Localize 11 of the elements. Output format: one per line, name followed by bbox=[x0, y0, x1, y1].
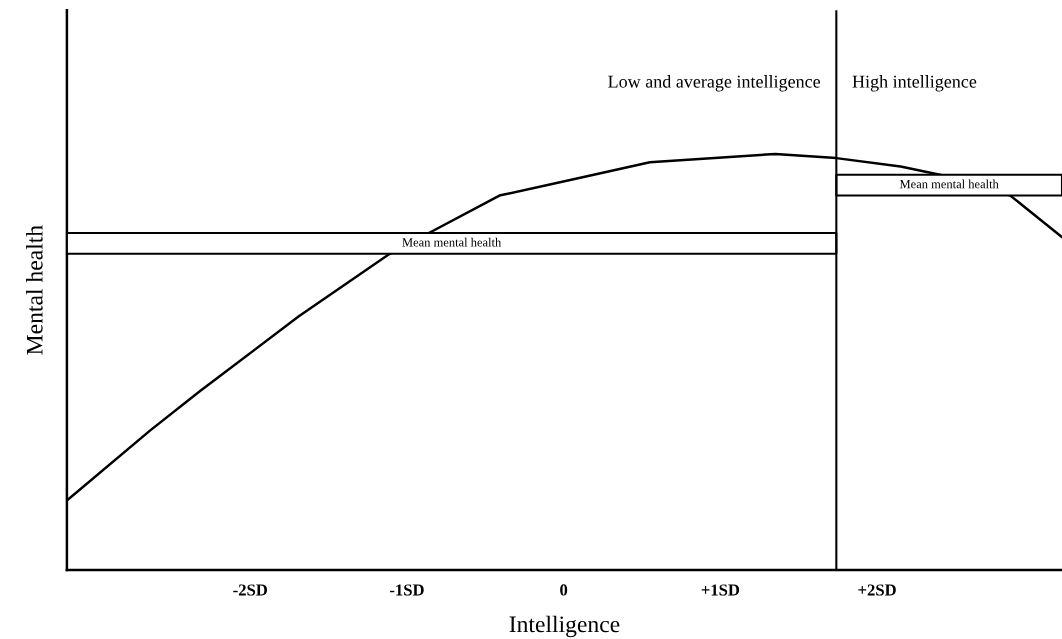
legend-label: Mean mental health bbox=[402, 237, 502, 247]
x-tick-label: -1SD bbox=[389, 584, 424, 596]
x-tick-label: 0 bbox=[560, 584, 568, 596]
text: Low and average intelligence bbox=[608, 75, 821, 92]
x-axis-title: Intelligence bbox=[509, 615, 620, 638]
y-axis-title: Mental health bbox=[26, 225, 43, 355]
x-tick-label: -2SD bbox=[233, 584, 268, 596]
legend-label: Mean mental health bbox=[899, 179, 999, 189]
x-tick-label: +2SD bbox=[858, 584, 896, 596]
x-tick-label: +1SD bbox=[701, 584, 740, 596]
text: High intelligence bbox=[852, 75, 977, 92]
